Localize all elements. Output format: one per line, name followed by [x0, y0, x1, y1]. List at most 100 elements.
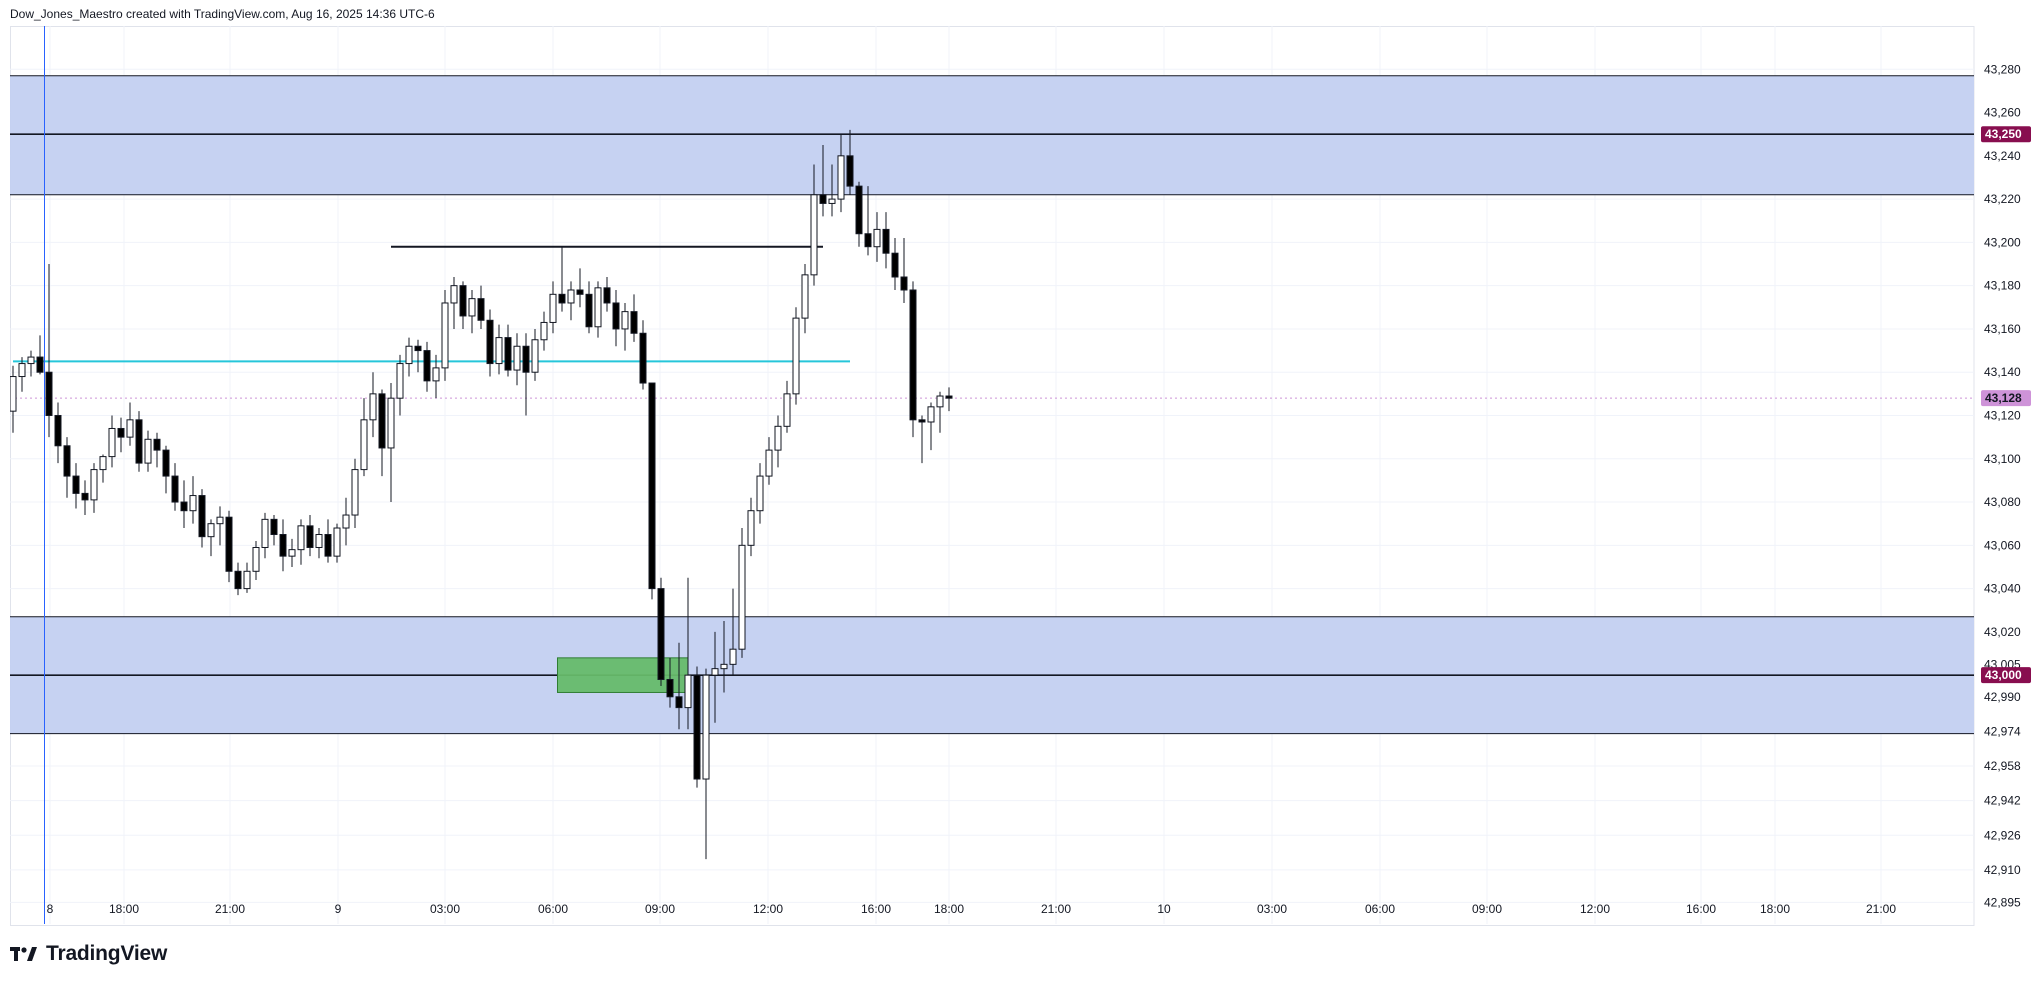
- y-tick-label: 43,260: [1984, 106, 2021, 120]
- price-badge-label: 43,128: [1985, 391, 2022, 405]
- chart-area[interactable]: 43,280 43,260 43,240 43,220 43,200 43,180 43,1…: [10, 26, 2039, 926]
- candle-body: [432, 367, 440, 382]
- candle-body: [333, 527, 341, 557]
- x-tick-label: 10: [1157, 902, 1171, 916]
- y-tick-label: 42,895: [1984, 895, 2021, 909]
- x-tick-label: 18:00: [1760, 902, 1790, 916]
- candle-body: [45, 371, 53, 416]
- price-badge: [1981, 667, 2031, 684]
- candle-body: [810, 194, 818, 276]
- candle-body: [495, 337, 503, 365]
- candle-body: [684, 674, 692, 709]
- x-tick-label: 21:00: [1866, 902, 1896, 916]
- x-tick-label: 06:00: [538, 902, 568, 916]
- candle-body: [171, 475, 179, 503]
- candlestick-chart[interactable]: 43,280 43,260 43,240 43,220 43,200 43,180 43,1…: [10, 26, 2039, 926]
- candle-body: [306, 525, 314, 548]
- candle-body: [405, 345, 413, 365]
- candle-body: [198, 495, 206, 538]
- chart-caption: Dow_Jones_Maestro created with TradingVi…: [10, 7, 435, 21]
- candle-body: [10, 376, 17, 412]
- candle-body: [63, 445, 71, 477]
- candle-body: [270, 518, 278, 536]
- candle-body: [702, 674, 710, 780]
- candle-body: [27, 356, 35, 365]
- y-tick-label: 43,120: [1984, 408, 2021, 422]
- y-tick-label: 43,040: [1984, 582, 2021, 596]
- candle-body: [666, 678, 674, 698]
- candle-body: [738, 544, 746, 650]
- candle-body: [153, 438, 161, 451]
- candle-body: [837, 155, 845, 200]
- candle-body: [558, 293, 566, 304]
- candle-body: [882, 228, 890, 254]
- candle-body: [243, 570, 251, 590]
- candle-body: [378, 393, 386, 449]
- candle-body: [585, 293, 593, 328]
- x-tick-label: 21:00: [1041, 902, 1071, 916]
- candle-body: [54, 414, 62, 447]
- candle-body: [144, 438, 152, 464]
- candle-body: [774, 425, 782, 451]
- candle-body: [18, 363, 26, 378]
- y-tick-label: 43,060: [1984, 538, 2021, 552]
- candle-body: [612, 302, 620, 330]
- candle-body: [900, 276, 908, 291]
- candle-body: [792, 317, 800, 395]
- candle-body: [855, 185, 863, 235]
- candle-body: [288, 549, 296, 557]
- candle-body: [927, 406, 935, 423]
- tradingview-logo[interactable]: TradingView: [10, 942, 167, 966]
- y-tick-label: 43,020: [1984, 625, 2021, 639]
- y-tick-label: 43,160: [1984, 322, 2021, 336]
- y-tick-label: 42,990: [1984, 690, 2021, 704]
- candle-body: [36, 356, 44, 373]
- candle-body: [513, 345, 521, 371]
- plot-frame: [10, 26, 1975, 926]
- candle-body: [297, 525, 305, 551]
- candle-body: [576, 289, 584, 295]
- candle-body: [108, 427, 116, 458]
- y-tick-label: 42,942: [1984, 794, 2021, 808]
- candle-body: [828, 198, 836, 204]
- candle-body: [756, 475, 764, 512]
- candle-body: [225, 516, 233, 572]
- candle-body: [369, 393, 377, 421]
- price-badge: [1981, 126, 2031, 143]
- candle-body: [324, 534, 332, 557]
- candle-body: [216, 516, 224, 525]
- candle-body: [720, 663, 728, 670]
- candle-body: [675, 696, 683, 709]
- x-tick-label: 16:00: [861, 902, 891, 916]
- candle-body: [693, 674, 701, 780]
- candle-body: [549, 293, 557, 323]
- price-badge: [1981, 390, 2031, 407]
- candle-body: [414, 345, 422, 352]
- candle-body: [135, 419, 143, 464]
- candle-body: [783, 393, 791, 427]
- demand-supply-zone: [10, 75, 1974, 195]
- y-tick-label: 43,200: [1984, 235, 2021, 249]
- candle-body: [747, 510, 755, 546]
- y-tick-label: 42,926: [1984, 828, 2021, 842]
- candle-body: [567, 289, 575, 304]
- candle-body: [909, 289, 917, 421]
- candle-body: [531, 339, 539, 373]
- x-tick-label: 9: [335, 902, 342, 916]
- candle-body: [504, 337, 512, 371]
- candle-body: [468, 298, 476, 317]
- price-badge-label: 43,250: [1985, 127, 2022, 141]
- y-tick-label: 43,220: [1984, 192, 2021, 206]
- x-tick-label: 09:00: [645, 902, 675, 916]
- candle-body: [801, 274, 809, 319]
- candle-body: [279, 534, 287, 557]
- candle-body: [261, 518, 269, 548]
- x-tick-label: 16:00: [1686, 902, 1716, 916]
- tradingview-logo-icon: [10, 947, 37, 961]
- candle-body: [540, 321, 548, 341]
- candle-body: [918, 419, 926, 423]
- candle-body: [315, 534, 323, 548]
- candle-body: [450, 285, 458, 304]
- candle-body: [621, 311, 629, 330]
- candle-body: [936, 395, 944, 408]
